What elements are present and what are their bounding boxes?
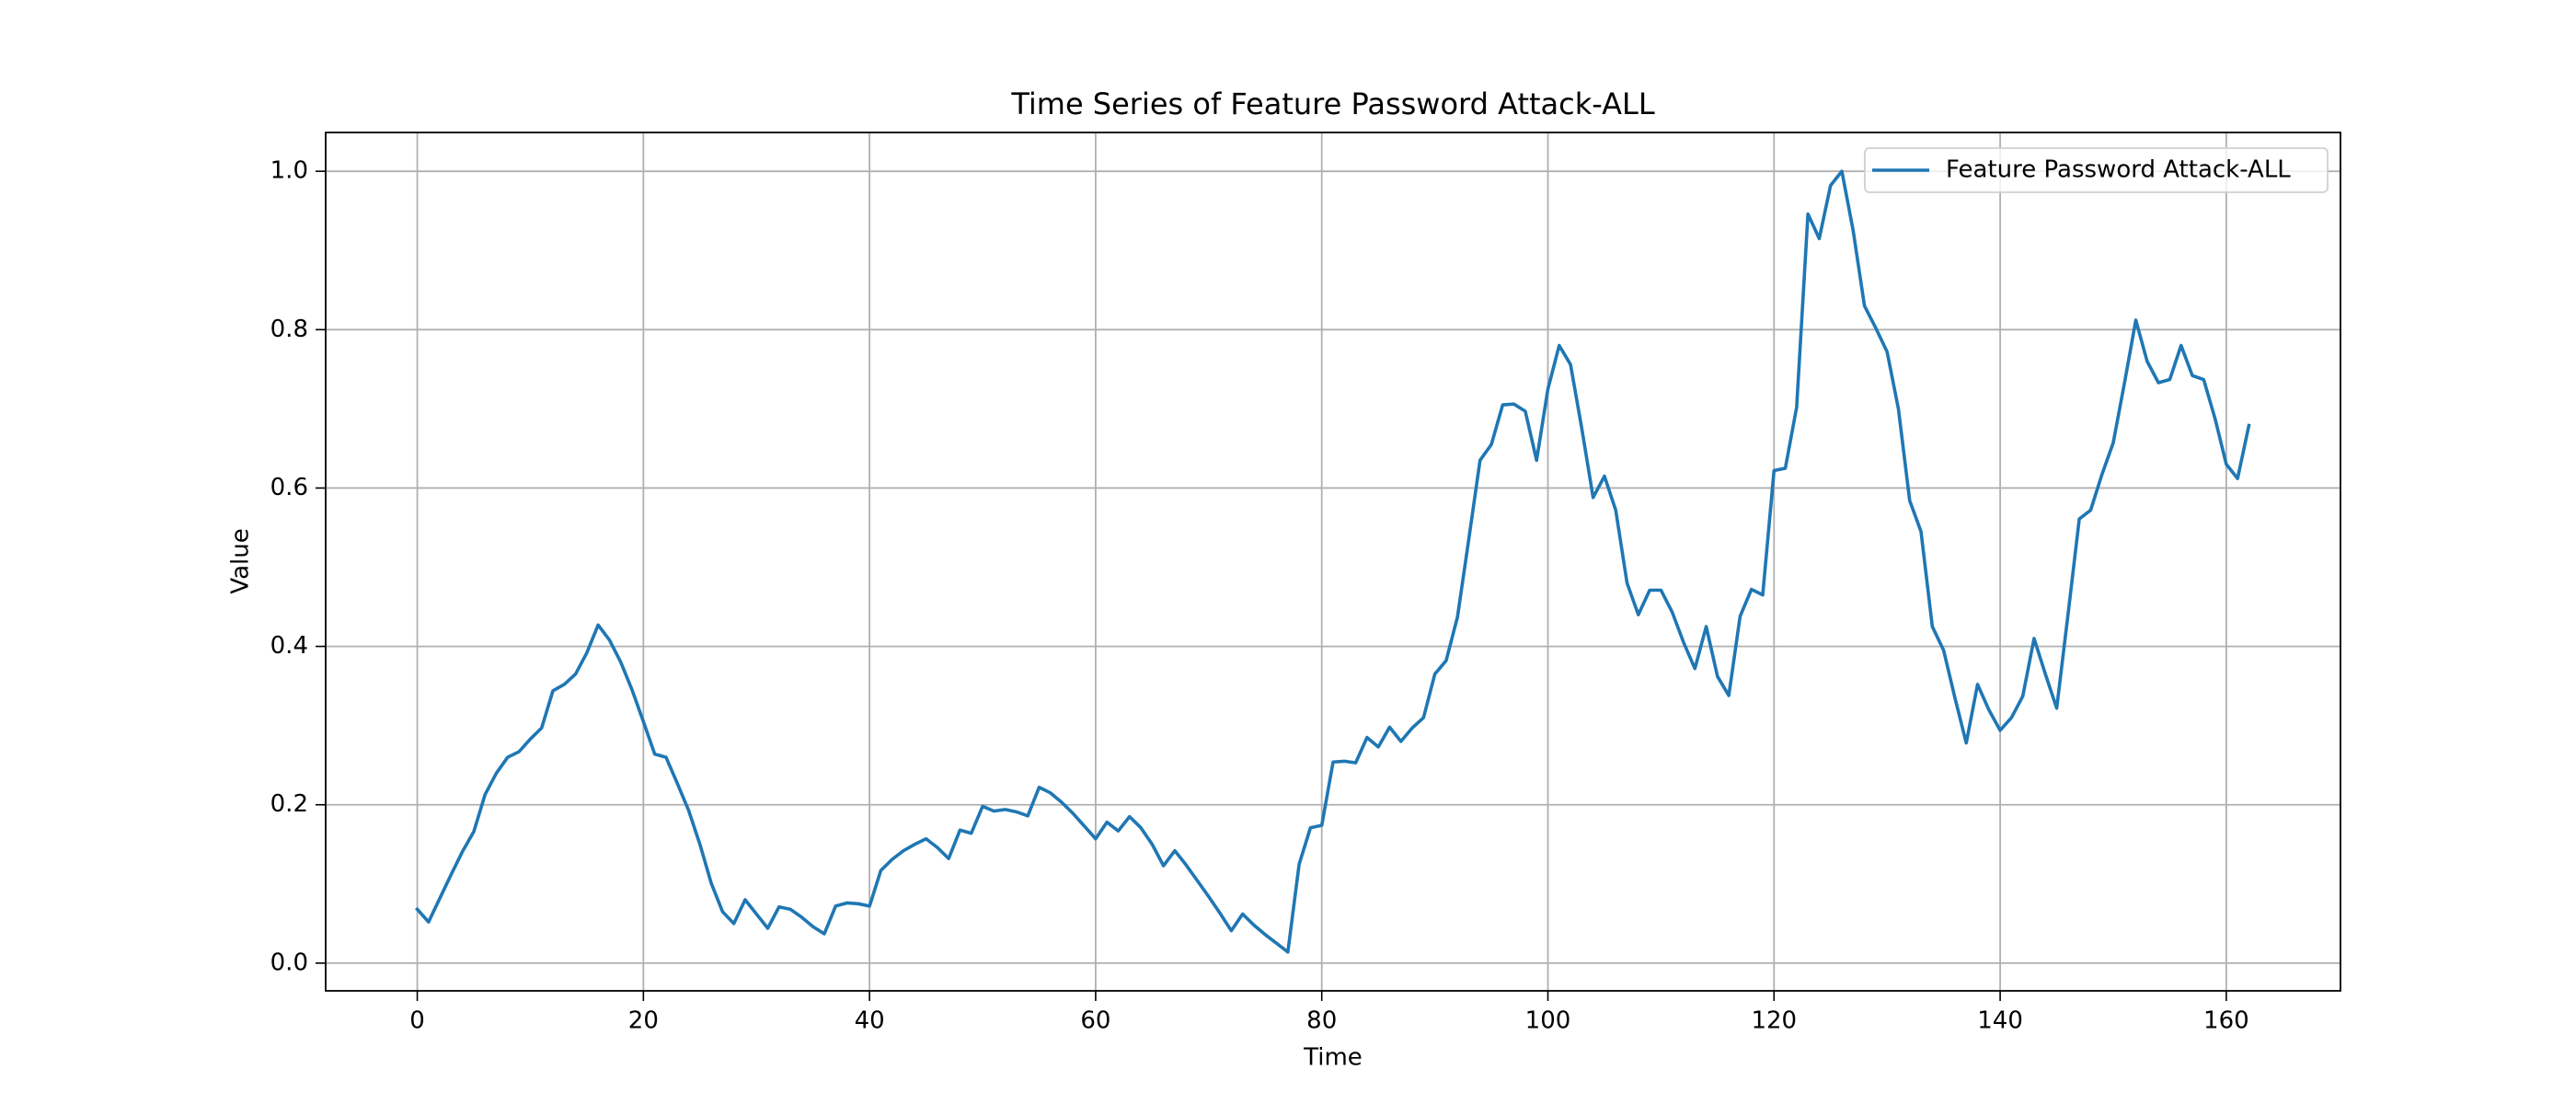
legend-box: [1864, 147, 2329, 193]
y-tick-label: 0.8: [270, 316, 308, 343]
legend: Feature Password Attack-ALL: [1864, 147, 2329, 193]
y-tick-label: 0.6: [270, 474, 308, 501]
x-tick-label: 120: [1751, 1007, 1797, 1035]
plot-frame: [325, 132, 2341, 992]
x-tick-label: 80: [1306, 1007, 1337, 1035]
x-tick-label: 20: [628, 1007, 659, 1035]
x-tick-label: 140: [1977, 1007, 2023, 1035]
y-tick-label: 1.0: [270, 157, 308, 185]
x-tick-label: 40: [855, 1007, 885, 1035]
x-tick-label: 100: [1525, 1007, 1571, 1035]
x-tick-label: 0: [409, 1007, 425, 1035]
y-tick-label: 0.4: [270, 632, 308, 660]
legend-label: Feature Password Attack-ALL: [1946, 156, 2291, 184]
x-tick-label: 160: [2203, 1007, 2249, 1035]
y-tick-label: 0.2: [270, 790, 308, 818]
chart-title: Time Series of Feature Password Attack-A…: [1010, 86, 1655, 121]
x-axis-label: Time: [1303, 1044, 1363, 1072]
y-tick-label: 0.0: [270, 949, 308, 976]
data-line: [415, 169, 2251, 954]
x-tick-label: 60: [1080, 1007, 1110, 1035]
y-axis-label: Value: [227, 528, 255, 593]
